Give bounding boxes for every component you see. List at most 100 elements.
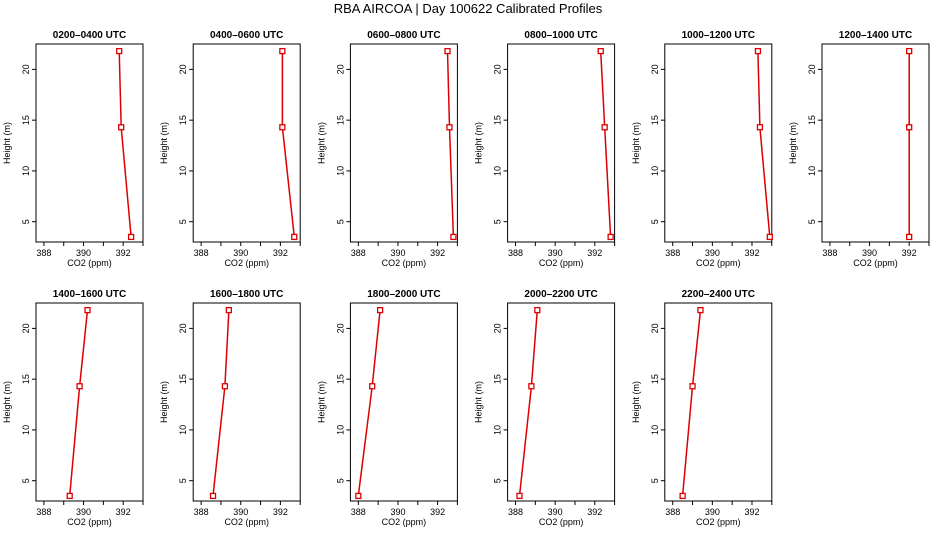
panel-9-x-axis-label: CO2 (ppm) [382, 517, 427, 527]
panel-8-x-tick-label: 390 [233, 507, 248, 517]
panel-7-data-point [84, 306, 91, 314]
panel-6-plot-frame [821, 43, 930, 243]
panel-9-x-tick-label: 392 [430, 507, 445, 517]
panel-7-x-axis-label: CO2 (ppm) [67, 517, 112, 527]
panel-7-y-tick-label: 20 [21, 323, 31, 333]
panel-10-x-axis-label: CO2 (ppm) [539, 517, 584, 527]
panel-5-y-tick-label: 15 [650, 115, 660, 125]
panel-2-x-axis-label: CO2 (ppm) [224, 258, 269, 268]
panel-3-y-axis-label: Height (m) [316, 122, 326, 164]
panel-7-y-axis-label: Height (m) [2, 381, 12, 423]
panel-9-x-tick-label: 390 [390, 507, 405, 517]
panel-1-y-tick-label: 10 [21, 166, 31, 176]
panel-10-x-tick-label: 390 [548, 507, 563, 517]
panel-11-y-tick-label: 20 [650, 323, 660, 333]
panel-3-y-tick-label: 15 [335, 115, 345, 125]
panel-5-x-axis-label: CO2 (ppm) [696, 258, 741, 268]
panel-6-data-point [906, 47, 913, 55]
panel-1-y-tick-label: 5 [21, 219, 31, 224]
panel-10-data-point [528, 383, 535, 390]
panel-8-title: 1600–1800 UTC [210, 289, 283, 300]
panel-7-x-tick-label: 390 [76, 507, 91, 517]
panel-3-y-tick-label: 5 [335, 219, 345, 224]
panel-1-data-point [118, 124, 125, 131]
panel-7-data-point [66, 492, 73, 500]
panel-8-data-point [225, 306, 233, 314]
panel-7-title: 1400–1600 UTC [53, 289, 126, 300]
panel-11-plot-frame [664, 302, 773, 502]
panel-2-data-point [291, 233, 298, 241]
panel-7-y-tick-label: 5 [21, 478, 31, 483]
panel-11-y-tick-label: 10 [650, 425, 660, 435]
panel-3-title: 0600–0800 UTC [367, 30, 440, 41]
panel-10-y-tick-label: 5 [493, 478, 503, 483]
panel-6-data-point [906, 124, 913, 131]
panel-9-y-tick-label: 20 [335, 323, 345, 333]
panel-4-y-axis-label: Height (m) [474, 122, 484, 164]
panel-5-y-tick-label: 10 [650, 166, 660, 176]
panel-5-y-axis-label: Height (m) [631, 122, 641, 164]
panel-9-x-tick-label: 388 [351, 507, 366, 517]
panel-6-y-axis-label: Height (m) [788, 122, 798, 164]
panel-4-data-point [597, 47, 604, 55]
panel-3-profile-line [446, 51, 455, 237]
panel-10-y-axis-label: Height (m) [474, 381, 484, 423]
panel-10-plot-frame [507, 302, 616, 502]
panel-6-title: 1200–1400 UTC [839, 30, 912, 41]
panel-7-x-tick-label: 392 [116, 507, 131, 517]
panel-1-y-tick-label: 20 [21, 64, 31, 74]
panel-1-data-point [116, 47, 123, 55]
panel-1-x-tick-label: 388 [36, 248, 51, 258]
panel-11-y-tick-label: 5 [650, 478, 660, 483]
panel-6-x-tick-label: 390 [862, 248, 877, 258]
panel-4-x-tick-label: 388 [508, 248, 523, 258]
panel-11-x-axis-label: CO2 (ppm) [696, 517, 741, 527]
panel-8-y-axis-label: Height (m) [159, 381, 169, 423]
panel-4-x-tick-label: 392 [587, 248, 602, 258]
panel-5-data-point [766, 233, 773, 241]
panel-7-x-tick-label: 388 [36, 507, 51, 517]
panel-1-x-axis-label: CO2 (ppm) [67, 258, 112, 268]
panel-2-profile-line [281, 51, 296, 237]
panel-9-y-tick-label: 15 [335, 374, 345, 384]
panel-6-y-tick-label: 5 [807, 219, 817, 224]
panel-8-data-point [209, 492, 217, 500]
panel-1-y-tick-label: 15 [21, 115, 31, 125]
panel-2-y-tick-label: 10 [178, 166, 188, 176]
panel-9-data-point [369, 383, 376, 390]
panel-11-data-point [689, 383, 696, 390]
panel-5-x-tick-label: 388 [665, 248, 680, 258]
panel-4-x-tick-label: 390 [548, 248, 563, 258]
panel-4-y-tick-label: 15 [493, 115, 503, 125]
panel-2-y-tick-label: 20 [178, 64, 188, 74]
panel-9-y-tick-label: 5 [335, 478, 345, 483]
panel-4-plot-frame [507, 43, 616, 243]
panel-9-title: 1800–2000 UTC [367, 289, 440, 300]
panel-9-data-point [376, 306, 384, 314]
panel-2-x-tick-label: 390 [233, 248, 248, 258]
panel-10-data-point [516, 492, 523, 500]
panel-2-data-point [279, 47, 286, 55]
panel-10-x-tick-label: 392 [587, 507, 602, 517]
panel-11-y-tick-label: 15 [650, 374, 660, 384]
panel-3-x-tick-label: 388 [351, 248, 366, 258]
panel-11-data-point [679, 492, 686, 500]
panel-9-y-tick-label: 10 [335, 425, 345, 435]
panel-11-x-tick-label: 390 [705, 507, 720, 517]
panel-10-profile-line [518, 310, 539, 496]
panel-3-y-tick-label: 20 [335, 64, 345, 74]
panel-10-x-tick-label: 388 [508, 507, 523, 517]
panel-4-data-point [601, 124, 608, 131]
panel-5-y-tick-label: 20 [650, 64, 660, 74]
panel-8-plot-frame [192, 302, 301, 502]
panel-5-data-point [754, 47, 762, 55]
panel-8-y-tick-label: 5 [178, 478, 188, 483]
panel-1-data-point [127, 233, 135, 241]
panel-6-y-tick-label: 15 [807, 115, 817, 125]
panel-6-x-tick-label: 392 [902, 248, 917, 258]
panel-8-x-axis-label: CO2 (ppm) [224, 517, 269, 527]
panel-4-y-tick-label: 5 [493, 219, 503, 224]
panel-11-x-tick-label: 388 [665, 507, 680, 517]
panel-2-plot-frame [192, 43, 301, 243]
